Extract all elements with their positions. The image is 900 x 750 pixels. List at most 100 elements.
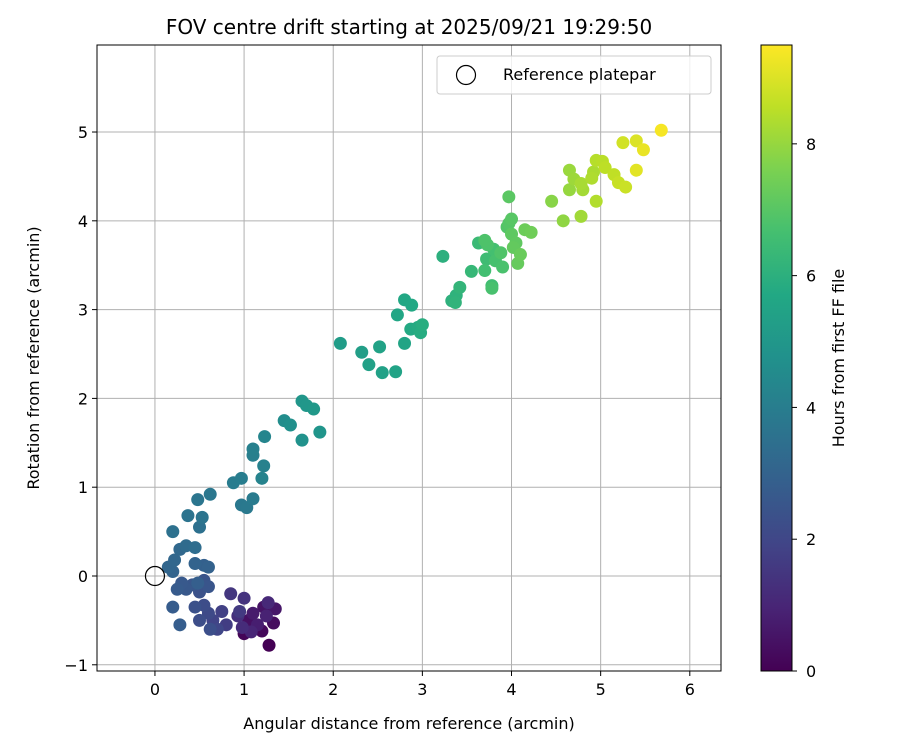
y-tick-label: −1	[64, 656, 88, 675]
scatter-point	[545, 194, 559, 208]
scatter-point	[513, 248, 527, 262]
y-tick-label: 5	[78, 123, 88, 142]
x-tick-label: 4	[506, 680, 516, 699]
scatter-point	[259, 609, 273, 623]
scatter-point	[191, 576, 205, 590]
scatter-point	[654, 123, 668, 137]
scatter-point	[168, 553, 182, 567]
scatter-point	[574, 177, 588, 191]
colorbar-label: Hours from first FF file	[829, 269, 848, 448]
reference-platepar-marker	[144, 565, 166, 587]
plot-area: 0 1 2 3 4 5 6 −1 0 1 2 3 4 5	[64, 44, 722, 699]
scatter-point	[262, 638, 276, 652]
scatter-point	[237, 591, 251, 605]
x-axis-ticks: 0 1 2 3 4 5 6	[150, 671, 695, 699]
scatter-point	[246, 492, 260, 506]
scatter-point	[436, 249, 450, 263]
scatter-point	[589, 194, 603, 208]
scatter-point	[173, 618, 187, 632]
x-axis-label: Angular distance from reference (arcmin)	[243, 714, 574, 733]
scatter-point	[235, 620, 249, 634]
x-tick-label: 1	[239, 680, 249, 699]
scatter-point	[246, 606, 260, 620]
scatter-point	[261, 596, 275, 610]
colorbar-tick-label: 0	[806, 662, 816, 681]
scatter-point	[598, 161, 612, 175]
scatter-point	[257, 459, 271, 473]
scatter-point	[405, 298, 419, 312]
scatter-point	[201, 560, 215, 574]
scatter-point	[170, 582, 184, 596]
scatter-point	[375, 366, 389, 380]
scatter-point	[556, 214, 570, 228]
scatter-point	[398, 336, 412, 350]
scatter-point	[313, 425, 327, 439]
scatter-point	[203, 622, 217, 636]
colorbar-tick-label: 4	[806, 398, 816, 417]
scatter-point	[524, 225, 538, 239]
scatter-point	[255, 471, 269, 485]
scatter-points	[161, 123, 668, 652]
scatter-point	[203, 487, 217, 501]
scatter-point	[389, 365, 403, 379]
colorbar-tick-label: 8	[806, 135, 816, 154]
scatter-point	[224, 587, 238, 601]
scatter-point	[215, 605, 229, 619]
scatter-point	[616, 136, 630, 150]
y-tick-label: 4	[78, 212, 88, 231]
scatter-point	[234, 471, 248, 485]
scatter-point	[258, 430, 272, 444]
scatter-point	[193, 613, 207, 627]
x-tick-label: 6	[685, 680, 695, 699]
scatter-point	[355, 345, 369, 359]
scatter-point	[505, 212, 519, 226]
scatter-point	[283, 418, 297, 432]
scatter-point	[188, 541, 202, 555]
scatter-point	[415, 318, 429, 332]
x-tick-label: 0	[150, 680, 160, 699]
y-axis-label: Rotation from reference (arcmin)	[24, 226, 43, 489]
scatter-point	[166, 600, 180, 614]
scatter-point	[619, 180, 633, 194]
scatter-point	[502, 190, 516, 204]
y-tick-label: 1	[78, 478, 88, 497]
x-tick-label: 5	[596, 680, 606, 699]
scatter-point	[246, 442, 260, 456]
x-tick-label: 2	[328, 680, 338, 699]
y-tick-label: 0	[78, 567, 88, 586]
scatter-point	[362, 358, 376, 372]
scatter-point	[485, 281, 499, 295]
scatter-point	[373, 340, 387, 354]
colorbar-gradient	[760, 44, 793, 672]
colorbar-ticks: 0 2 4 6 8	[792, 135, 816, 681]
scatter-point	[453, 280, 467, 294]
scatter-point	[166, 525, 180, 539]
scatter-point	[181, 509, 195, 523]
scatter-point	[390, 308, 404, 322]
colorbar: 0 2 4 6 8 Hours from first FF file	[760, 44, 848, 681]
scatter-point	[478, 233, 492, 247]
scatter-point	[191, 493, 205, 507]
plot-frame	[96, 44, 722, 672]
legend-box	[436, 55, 712, 95]
scatter-point	[496, 260, 510, 274]
scatter-point	[636, 143, 650, 157]
scatter-point	[201, 580, 215, 594]
colorbar-tick-label: 6	[806, 267, 816, 286]
x-tick-label: 3	[417, 680, 427, 699]
scatter-point	[464, 264, 478, 278]
scatter-point	[629, 163, 643, 177]
legend: Reference platepar	[436, 55, 712, 95]
scatter-point	[585, 171, 599, 185]
scatter-point	[307, 402, 321, 416]
legend-label: Reference platepar	[503, 65, 656, 84]
scatter-point	[448, 296, 462, 310]
y-tick-label: 3	[78, 301, 88, 320]
y-tick-label: 2	[78, 389, 88, 408]
scatter-point	[233, 605, 247, 619]
colorbar-tick-label: 2	[806, 530, 816, 549]
y-axis-ticks: −1 0 1 2 3 4 5	[64, 123, 97, 675]
reference-marker-group	[144, 565, 166, 587]
scatter-point	[193, 520, 207, 534]
